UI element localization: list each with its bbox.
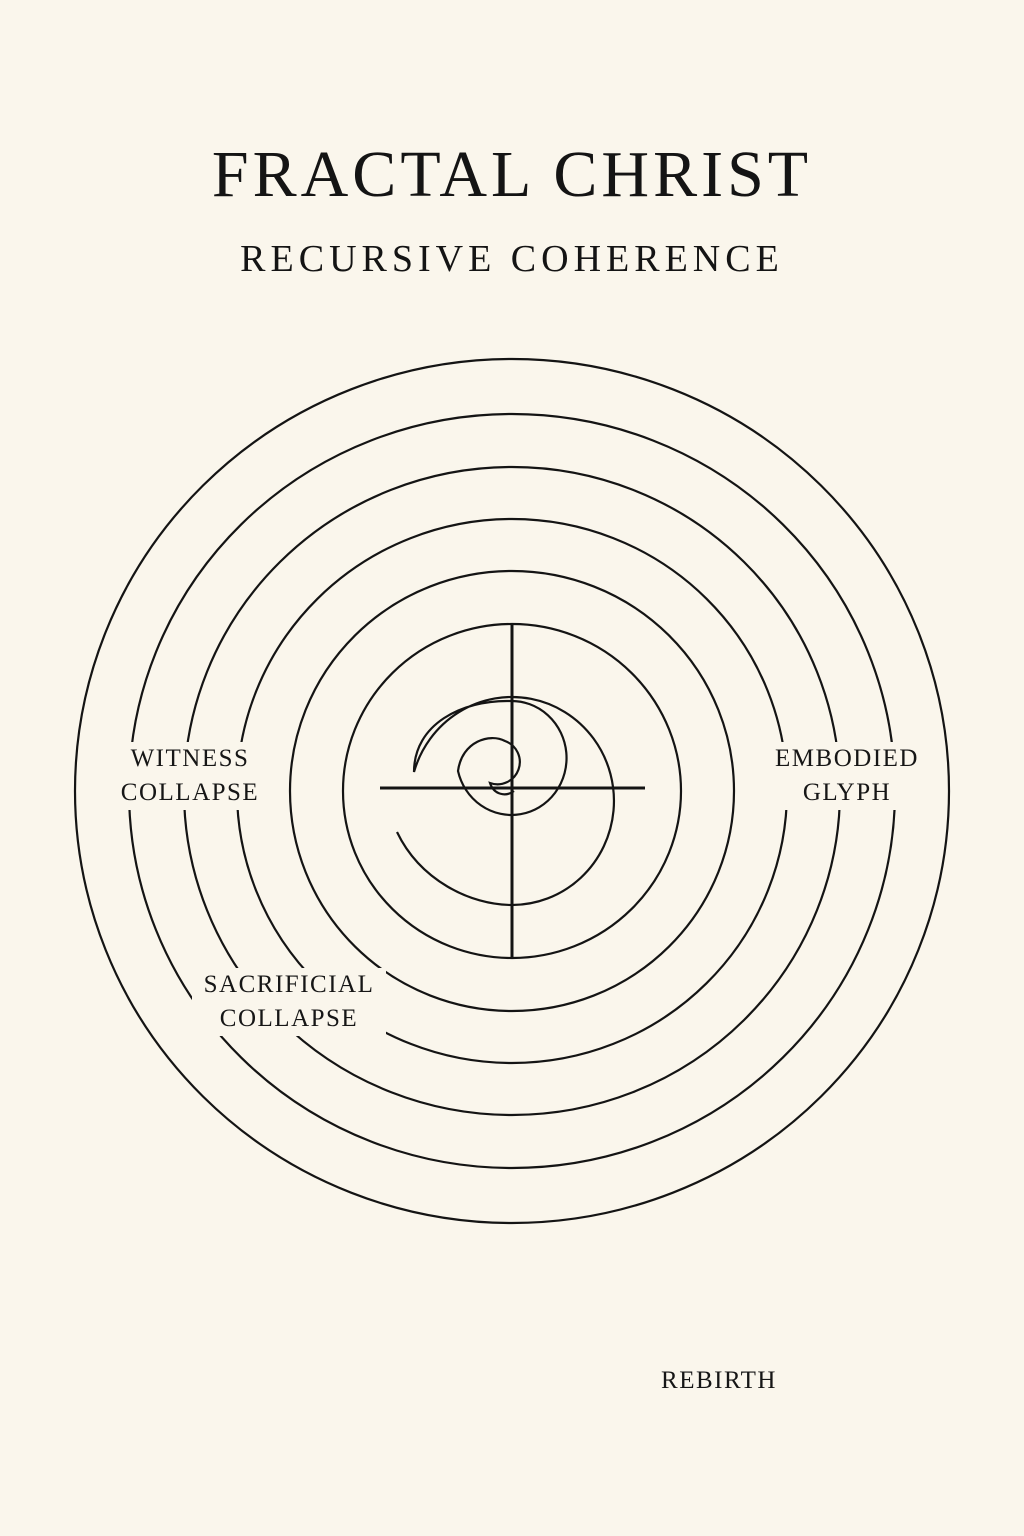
label-sacrificial-line2: COLLAPSE [219, 1005, 359, 1032]
label-embodied-line2: GLYPH [802, 779, 892, 806]
spiral [396, 695, 615, 907]
ring-1 [73, 357, 951, 1225]
label-sacrificial-line1: SACRIFICIAL [203, 971, 375, 998]
ring-6 [341, 622, 683, 960]
label-embodied-glyph: EMBODIED GLYPH [760, 742, 934, 810]
label-rebirth: REBIRTH [640, 1364, 798, 1398]
page-title: FRACTAL CHRIST [211, 138, 813, 211]
label-sacrificial-collapse: SACRIFICIAL COLLAPSE [192, 968, 386, 1036]
label-embodied-line1: EMBODIED [775, 745, 919, 772]
label-witness-collapse: WITNESS COLLAPSE [108, 742, 272, 810]
ring-5 [288, 569, 736, 1013]
label-witness-line2: COLLAPSE [120, 779, 260, 806]
page-subtitle: RECURSIVE COHERENCE [240, 238, 784, 280]
label-witness-line1: WITNESS [130, 745, 250, 772]
